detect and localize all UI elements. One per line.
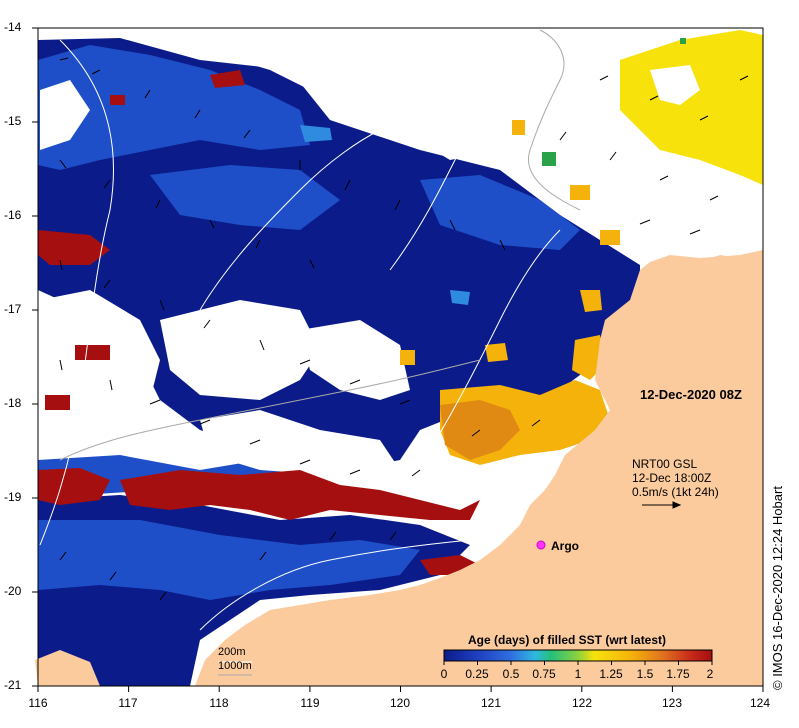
bathymetry-contours xyxy=(39,29,581,631)
argo-float-marker xyxy=(536,540,546,550)
lat-label: -17 xyxy=(4,302,22,316)
lon-label: 121 xyxy=(480,696,502,710)
colorbar-tick-label: 0.5 xyxy=(502,667,520,681)
vector-legend-line2: 12-Dec 18:00Z xyxy=(632,471,712,485)
colorbar-tick-label: 1.75 xyxy=(666,667,690,681)
lon-label: 117 xyxy=(118,696,138,710)
lon-label: 119 xyxy=(300,696,320,710)
lon-label: 120 xyxy=(389,696,411,710)
colorbar-tick-label: 1.25 xyxy=(599,667,623,681)
colorbar-tick-label: 0.25 xyxy=(465,667,489,681)
argo-label: Argo xyxy=(551,539,579,553)
island-north xyxy=(690,255,763,335)
colorbar-tick-label: 2 xyxy=(706,667,714,681)
lon-label: 122 xyxy=(571,696,593,710)
lat-label: -20 xyxy=(4,584,22,598)
colorbar-ticks xyxy=(443,661,713,665)
vector-scale-arrow xyxy=(642,501,682,509)
surface-current-vectors xyxy=(59,57,749,601)
sst-age-field xyxy=(38,28,763,686)
legend-200m-label: 200m xyxy=(218,646,246,658)
vector-legend-line3: 0.5m/s (1kt 24h) xyxy=(632,485,719,499)
credit-label: © IMOS 16-Dec-2020 12:24 Hobart xyxy=(770,486,785,690)
land-australia xyxy=(195,250,763,686)
date-label: 12-Dec-2020 08Z xyxy=(640,387,742,402)
lon-label: 116 xyxy=(28,696,48,710)
lon-label: 118 xyxy=(209,696,229,710)
legend-1000m-label: 1000m xyxy=(218,660,252,672)
colorbar-tick-label: 0 xyxy=(440,667,448,681)
colorbar-tick-label: 1 xyxy=(574,667,582,681)
lat-label: -14 xyxy=(4,20,22,34)
lat-label: -21 xyxy=(4,678,22,692)
axis-ticks xyxy=(32,27,764,692)
colorbar xyxy=(443,649,713,662)
lon-label: 123 xyxy=(661,696,683,710)
lat-label: -15 xyxy=(4,114,22,128)
lat-label: -16 xyxy=(4,208,22,222)
lat-label: -18 xyxy=(4,396,22,410)
lat-label: -19 xyxy=(4,490,22,504)
colorbar-title: Age (days) of filled SST (wrt latest) xyxy=(468,633,667,647)
vector-legend-line1: NRT00 GSL xyxy=(632,457,698,471)
lon-label: 124 xyxy=(749,696,771,710)
colorbar-tick-label: 1.5 xyxy=(636,667,654,681)
colorbar-tick-label: 0.75 xyxy=(532,667,556,681)
